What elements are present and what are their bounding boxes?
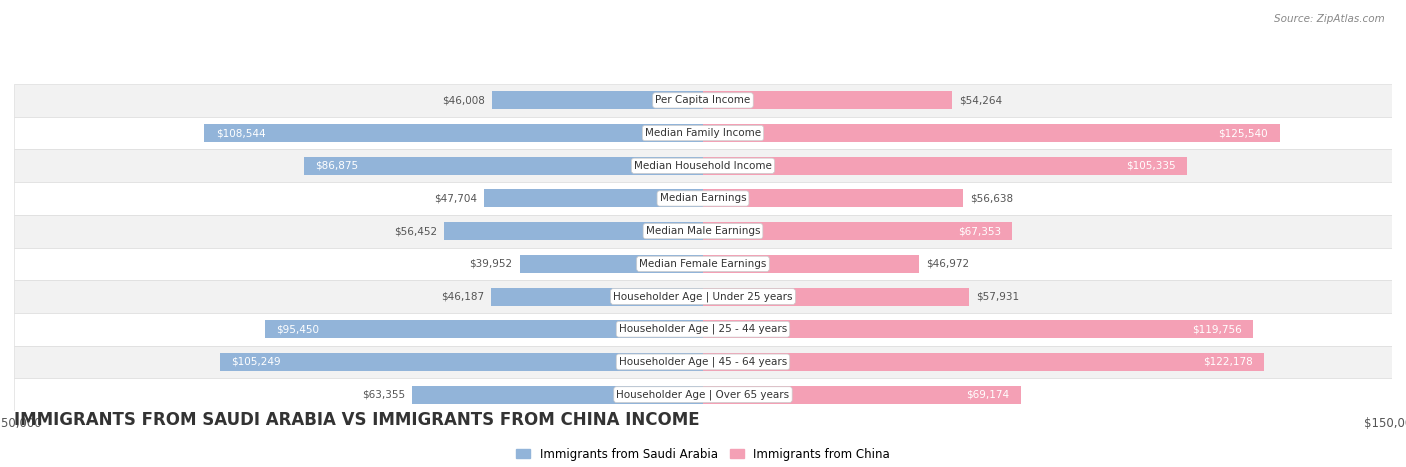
Text: $46,187: $46,187	[441, 291, 484, 302]
Bar	[14, 182, 1392, 215]
Bar	[703, 386, 1021, 403]
Bar	[703, 255, 918, 273]
Text: $54,264: $54,264	[959, 95, 1002, 106]
Text: Median Male Earnings: Median Male Earnings	[645, 226, 761, 236]
Text: $105,249: $105,249	[231, 357, 281, 367]
Text: $56,638: $56,638	[970, 193, 1014, 204]
Text: $125,540: $125,540	[1219, 128, 1268, 138]
Legend: Immigrants from Saudi Arabia, Immigrants from China: Immigrants from Saudi Arabia, Immigrants…	[512, 443, 894, 466]
Bar	[14, 149, 1392, 182]
Text: $46,008: $46,008	[441, 95, 485, 106]
Bar	[14, 378, 1392, 411]
Text: $63,355: $63,355	[361, 389, 405, 400]
Bar	[703, 353, 1264, 371]
Text: $39,952: $39,952	[470, 259, 513, 269]
Bar	[412, 386, 703, 403]
Text: Source: ZipAtlas.com: Source: ZipAtlas.com	[1274, 14, 1385, 24]
Bar	[491, 288, 703, 305]
Bar	[444, 222, 703, 240]
Bar	[703, 288, 969, 305]
Text: $47,704: $47,704	[434, 193, 477, 204]
Text: Median Family Income: Median Family Income	[645, 128, 761, 138]
Bar	[219, 353, 703, 371]
Bar	[304, 157, 703, 175]
Text: Householder Age | Under 25 years: Householder Age | Under 25 years	[613, 291, 793, 302]
Text: $105,335: $105,335	[1126, 161, 1175, 171]
Text: Per Capita Income: Per Capita Income	[655, 95, 751, 106]
Text: $67,353: $67,353	[957, 226, 1001, 236]
Text: $57,931: $57,931	[976, 291, 1019, 302]
Text: Householder Age | 25 - 44 years: Householder Age | 25 - 44 years	[619, 324, 787, 334]
Text: $119,756: $119,756	[1192, 324, 1241, 334]
Text: Median Earnings: Median Earnings	[659, 193, 747, 204]
Bar	[14, 117, 1392, 149]
Bar	[492, 92, 703, 109]
Bar	[703, 222, 1012, 240]
Text: Median Household Income: Median Household Income	[634, 161, 772, 171]
Text: Median Female Earnings: Median Female Earnings	[640, 259, 766, 269]
Bar	[14, 346, 1392, 378]
Text: $69,174: $69,174	[966, 389, 1010, 400]
Text: $56,452: $56,452	[394, 226, 437, 236]
Text: Householder Age | Over 65 years: Householder Age | Over 65 years	[616, 389, 790, 400]
Bar	[703, 124, 1279, 142]
Bar	[14, 84, 1392, 117]
Bar	[703, 190, 963, 207]
Bar	[484, 190, 703, 207]
Text: $108,544: $108,544	[217, 128, 266, 138]
Bar	[519, 255, 703, 273]
Text: $95,450: $95,450	[276, 324, 319, 334]
Text: $86,875: $86,875	[315, 161, 359, 171]
Bar	[14, 280, 1392, 313]
Bar	[14, 215, 1392, 248]
Bar	[703, 92, 952, 109]
Bar	[264, 320, 703, 338]
Bar	[703, 157, 1187, 175]
Bar	[204, 124, 703, 142]
Text: IMMIGRANTS FROM SAUDI ARABIA VS IMMIGRANTS FROM CHINA INCOME: IMMIGRANTS FROM SAUDI ARABIA VS IMMIGRAN…	[14, 411, 700, 429]
Text: $122,178: $122,178	[1204, 357, 1253, 367]
Text: Householder Age | 45 - 64 years: Householder Age | 45 - 64 years	[619, 357, 787, 367]
Bar	[14, 313, 1392, 346]
Text: $46,972: $46,972	[925, 259, 969, 269]
Bar	[14, 248, 1392, 280]
Bar	[703, 320, 1253, 338]
